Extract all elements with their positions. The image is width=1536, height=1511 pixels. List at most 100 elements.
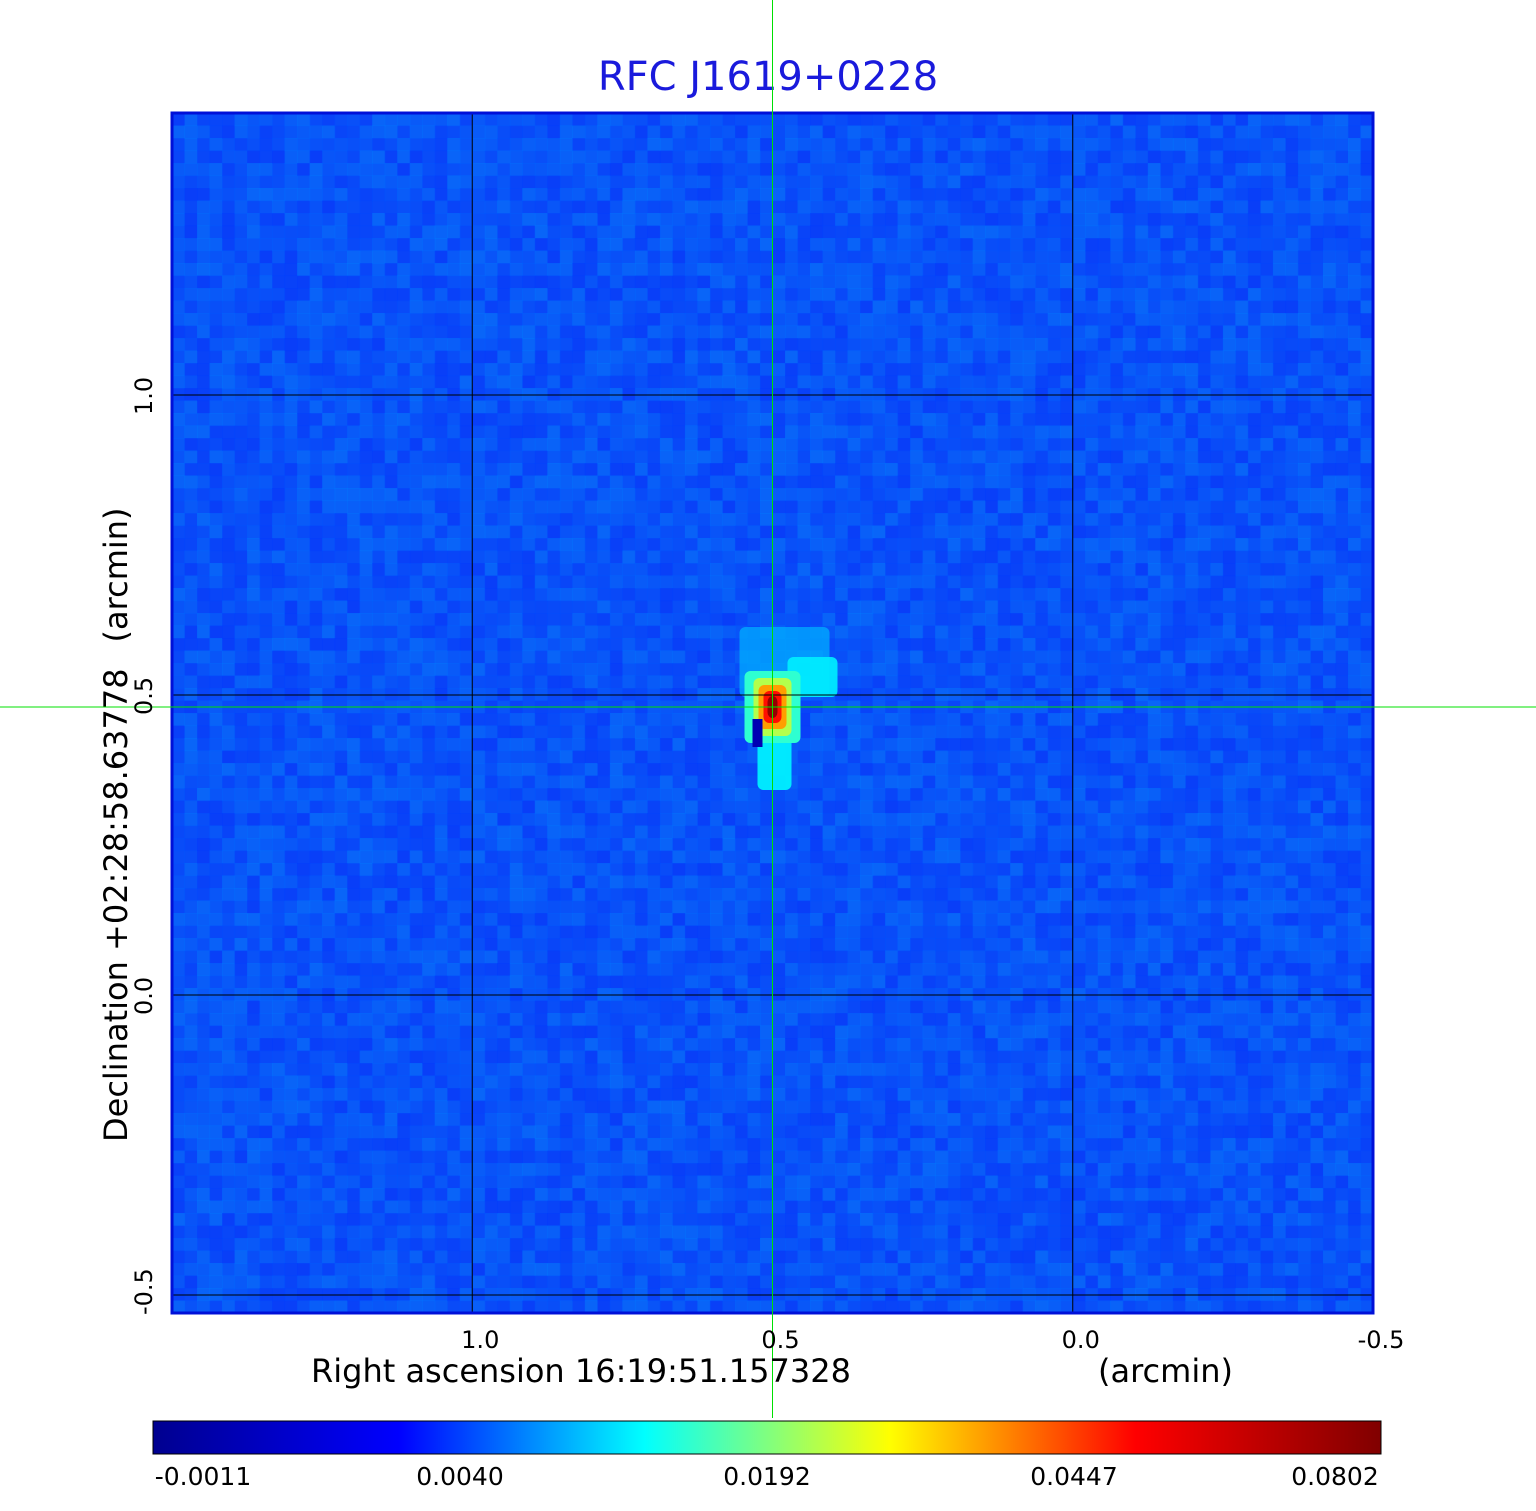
- noise-pixel: [459, 175, 473, 189]
- noise-pixel: [559, 850, 573, 864]
- noise-pixel: [284, 738, 298, 752]
- noise-pixel: [397, 488, 411, 502]
- noise-pixel: [785, 363, 799, 377]
- noise-pixel: [609, 975, 623, 989]
- noise-pixel: [734, 550, 749, 564]
- noise-pixel: [284, 425, 298, 439]
- noise-pixel: [709, 1038, 724, 1052]
- noise-pixel: [334, 413, 348, 427]
- noise-pixel: [322, 200, 336, 214]
- noise-pixel: [309, 1050, 323, 1064]
- noise-pixel: [372, 413, 386, 427]
- noise-pixel: [797, 188, 811, 202]
- noise-pixel: [284, 850, 298, 864]
- noise-pixel: [297, 313, 311, 327]
- noise-pixel: [559, 125, 573, 139]
- noise-pixel: [709, 663, 724, 677]
- noise-pixel: [234, 1125, 248, 1139]
- noise-pixel: [447, 463, 461, 477]
- noise-pixel: [672, 1275, 686, 1289]
- noise-pixel: [810, 150, 824, 164]
- noise-pixel: [672, 575, 686, 589]
- noise-pixel: [297, 875, 311, 889]
- noise-pixel: [559, 1013, 573, 1027]
- noise-pixel: [397, 863, 411, 877]
- noise-pixel: [810, 325, 824, 339]
- noise-pixel: [334, 675, 348, 689]
- noise-pixel: [785, 513, 799, 527]
- noise-pixel: [384, 275, 398, 289]
- noise-pixel: [184, 963, 198, 977]
- noise-pixel: [584, 488, 598, 502]
- noise-pixel: [609, 850, 623, 864]
- noise-pixel: [422, 1225, 436, 1239]
- noise-pixel: [259, 1000, 273, 1014]
- noise-pixel: [647, 938, 661, 952]
- noise-pixel: [759, 463, 774, 477]
- noise-pixel: [534, 588, 548, 602]
- noise-pixel: [284, 575, 298, 589]
- noise-pixel: [584, 763, 598, 777]
- noise-pixel: [222, 125, 236, 139]
- noise-pixel: [384, 975, 398, 989]
- noise-pixel: [647, 338, 661, 352]
- noise-pixel: [247, 600, 261, 614]
- noise-pixel: [309, 313, 323, 327]
- noise-pixel: [197, 438, 211, 452]
- noise-pixel: [484, 138, 498, 152]
- noise-pixel: [359, 350, 373, 364]
- noise-pixel: [772, 863, 786, 877]
- noise-pixel: [234, 1263, 248, 1277]
- noise-pixel: [747, 363, 761, 377]
- noise-pixel: [797, 1125, 811, 1139]
- noise-pixel: [810, 1188, 824, 1202]
- noise-pixel: [184, 200, 198, 214]
- noise-pixel: [572, 1138, 586, 1152]
- noise-pixel: [810, 1225, 824, 1239]
- noise-pixel: [422, 525, 436, 539]
- noise-pixel: [597, 300, 611, 314]
- noise-pixel: [272, 200, 286, 214]
- noise-pixel: [309, 1013, 323, 1027]
- noise-pixel: [409, 1013, 423, 1027]
- noise-pixel: [522, 1038, 536, 1052]
- noise-pixel: [334, 188, 348, 202]
- noise-pixel: [397, 1263, 411, 1277]
- noise-pixel: [197, 1063, 211, 1077]
- noise-pixel: [597, 1125, 611, 1139]
- noise-pixel: [484, 1088, 498, 1102]
- noise-pixel: [522, 450, 536, 464]
- noise-pixel: [209, 175, 223, 189]
- noise-pixel: [409, 450, 423, 464]
- noise-pixel: [722, 575, 736, 589]
- noise-pixel: [409, 113, 423, 127]
- noise-pixel: [772, 1225, 786, 1239]
- noise-pixel: [372, 613, 386, 627]
- noise-pixel: [547, 775, 561, 789]
- noise-pixel: [647, 738, 661, 752]
- noise-pixel: [747, 313, 761, 327]
- noise-pixel: [572, 1263, 586, 1277]
- noise-pixel: [734, 825, 749, 839]
- noise-pixel: [810, 500, 824, 514]
- noise-pixel: [609, 175, 623, 189]
- noise-pixel: [184, 275, 198, 289]
- noise-pixel: [684, 975, 699, 989]
- noise-pixel: [372, 425, 386, 439]
- noise-pixel: [509, 975, 523, 989]
- noise-pixel: [759, 1125, 774, 1139]
- noise-pixel: [559, 1138, 573, 1152]
- noise-pixel: [484, 825, 498, 839]
- noise-pixel: [447, 438, 461, 452]
- noise-pixel: [422, 188, 436, 202]
- noise-pixel: [584, 563, 598, 577]
- noise-pixel: [722, 713, 736, 727]
- noise-pixel: [609, 200, 623, 214]
- noise-pixel: [347, 875, 361, 889]
- noise-pixel: [497, 563, 511, 577]
- noise-pixel: [797, 975, 811, 989]
- noise-pixel: [684, 888, 699, 902]
- noise-pixel: [584, 813, 598, 827]
- noise-pixel: [359, 338, 373, 352]
- noise-pixel: [184, 838, 198, 852]
